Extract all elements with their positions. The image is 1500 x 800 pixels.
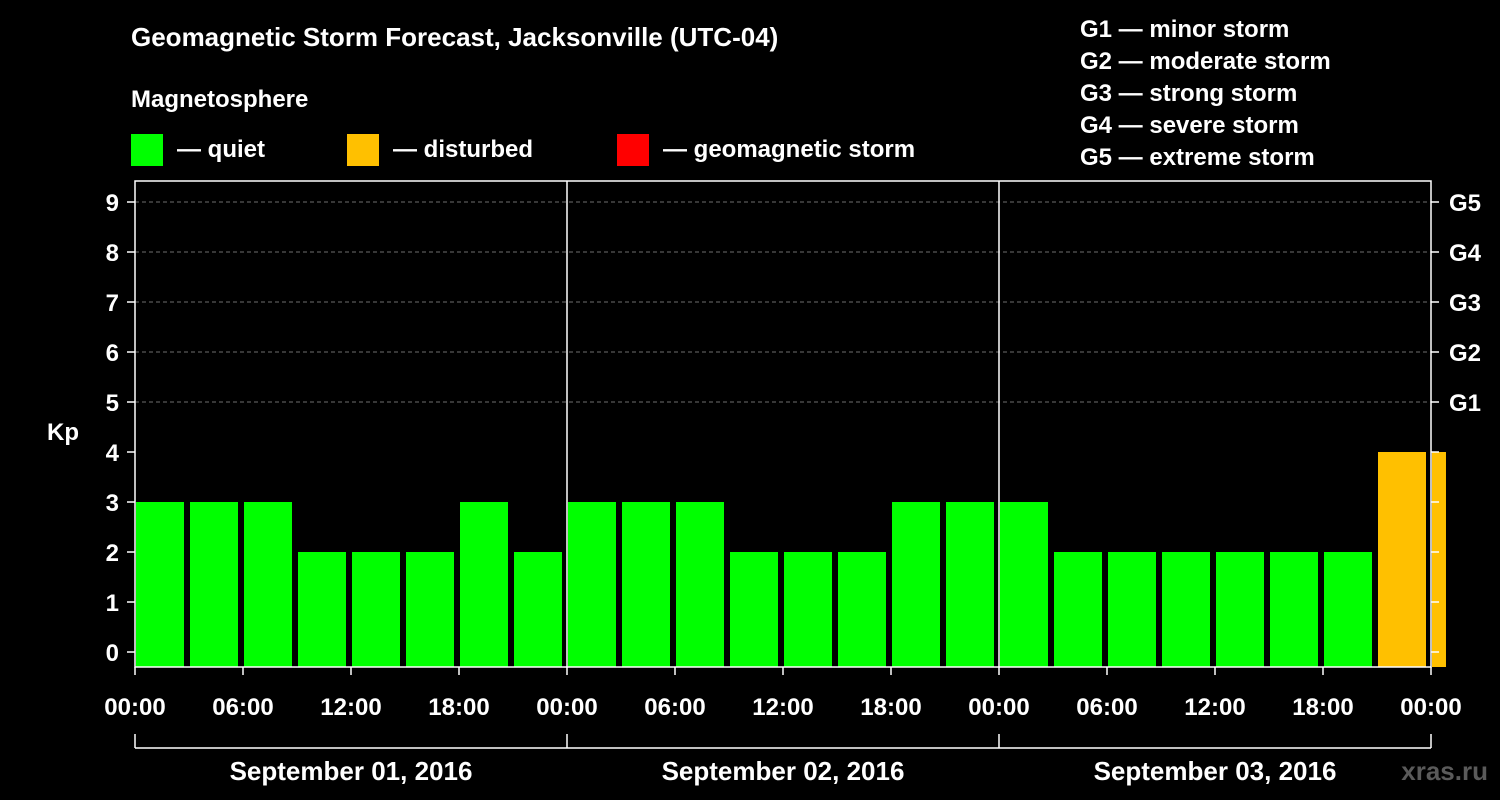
xtick-label-8: 00:00 bbox=[968, 694, 1029, 721]
storm-scale-g2: G2 — moderate storm bbox=[1080, 48, 1331, 75]
xtick-label-6: 12:00 bbox=[752, 694, 813, 721]
ytick-label-6: 6 bbox=[106, 340, 119, 367]
xtick-label-1: 06:00 bbox=[212, 694, 273, 721]
right-axis-label-g2: G2 bbox=[1449, 340, 1481, 367]
xtick-label-2: 12:00 bbox=[320, 694, 381, 721]
kp-bar-10 bbox=[676, 502, 724, 667]
legend-item-quiet: — quiet bbox=[131, 133, 265, 167]
right-axis-label-g1: G1 bbox=[1449, 390, 1481, 417]
storm-scale-g1: G1 — minor storm bbox=[1080, 16, 1290, 43]
xtick-label-3: 18:00 bbox=[428, 694, 489, 721]
xtick-label-9: 06:00 bbox=[1076, 694, 1137, 721]
xtick-label-7: 18:00 bbox=[860, 694, 921, 721]
day-label-0: September 01, 2016 bbox=[230, 756, 473, 786]
ytick-label-2: 2 bbox=[106, 540, 119, 567]
kp-bar-7 bbox=[514, 552, 562, 667]
ytick-label-0: 0 bbox=[106, 640, 119, 667]
storm-scale-g4: G4 — severe storm bbox=[1080, 112, 1299, 139]
kp-bar-6 bbox=[460, 502, 508, 667]
xtick-label-4: 00:00 bbox=[536, 694, 597, 721]
kp-bar-17 bbox=[1054, 552, 1102, 667]
kp-bar-21 bbox=[1270, 552, 1318, 667]
xtick-label-5: 06:00 bbox=[644, 694, 705, 721]
xtick-label-10: 12:00 bbox=[1184, 694, 1245, 721]
ytick-label-1: 1 bbox=[106, 590, 119, 617]
ytick-label-8: 8 bbox=[106, 240, 119, 267]
ytick-label-4: 4 bbox=[106, 440, 120, 467]
legend-subtitle: Magnetosphere bbox=[131, 86, 309, 113]
kp-bar-2 bbox=[244, 502, 292, 667]
xtick-label-12: 00:00 bbox=[1400, 694, 1461, 721]
ytick-label-5: 5 bbox=[106, 390, 119, 417]
kp-bar-1 bbox=[190, 502, 238, 667]
kp-bar-9 bbox=[622, 502, 670, 667]
day-label-2: September 03, 2016 bbox=[1094, 756, 1337, 786]
kp-bar-23 bbox=[1378, 452, 1426, 667]
right-axis-label-g5: G5 bbox=[1449, 190, 1481, 217]
kp-bar-18 bbox=[1108, 552, 1156, 667]
legend-label-storm: — geomagnetic storm bbox=[663, 136, 916, 163]
y-axis-label: Kp bbox=[47, 419, 79, 446]
kp-bar-15 bbox=[946, 502, 994, 667]
legend-item-storm: — geomagnetic storm bbox=[617, 133, 915, 167]
ytick-label-9: 9 bbox=[106, 190, 119, 217]
legend-swatch-storm bbox=[617, 134, 649, 166]
kp-bar-0 bbox=[136, 502, 184, 667]
day-label-1: September 02, 2016 bbox=[662, 756, 905, 786]
kp-bar-16 bbox=[1000, 502, 1048, 667]
legend-item-disturbed: — disturbed bbox=[347, 133, 533, 167]
storm-scale-legend: G1 — minor storm G2 — moderate storm G3 … bbox=[1080, 14, 1331, 174]
storm-scale-g3: G3 — strong storm bbox=[1080, 80, 1298, 107]
kp-bar-13 bbox=[838, 552, 886, 667]
kp-bar-4 bbox=[352, 552, 400, 667]
legend-swatch-quiet bbox=[131, 134, 163, 166]
watermark: xras.ru bbox=[1401, 756, 1488, 786]
kp-bar-19 bbox=[1162, 552, 1210, 667]
legend-label-disturbed: — disturbed bbox=[393, 136, 534, 163]
xtick-label-11: 18:00 bbox=[1292, 694, 1353, 721]
kp-bar-12 bbox=[784, 552, 832, 667]
kp-bar-24 bbox=[1432, 452, 1446, 667]
ytick-label-3: 3 bbox=[106, 490, 119, 517]
kp-bar-20 bbox=[1216, 552, 1264, 667]
storm-scale-g5: G5 — extreme storm bbox=[1080, 144, 1315, 171]
legend-label-quiet: — quiet bbox=[177, 136, 265, 163]
xtick-label-0: 00:00 bbox=[104, 694, 165, 721]
kp-bar-11 bbox=[730, 552, 778, 667]
ytick-label-7: 7 bbox=[106, 290, 119, 317]
legend-swatch-disturbed bbox=[347, 134, 379, 166]
chart-title: Geomagnetic Storm Forecast, Jacksonville… bbox=[131, 22, 779, 52]
kp-bar-5 bbox=[406, 552, 454, 667]
kp-bar-22 bbox=[1324, 552, 1372, 667]
right-axis-label-g4: G4 bbox=[1449, 240, 1482, 267]
right-axis-label-g3: G3 bbox=[1449, 290, 1481, 317]
kp-bar-3 bbox=[298, 552, 346, 667]
kp-bar-8 bbox=[568, 502, 616, 667]
kp-bar-14 bbox=[892, 502, 940, 667]
